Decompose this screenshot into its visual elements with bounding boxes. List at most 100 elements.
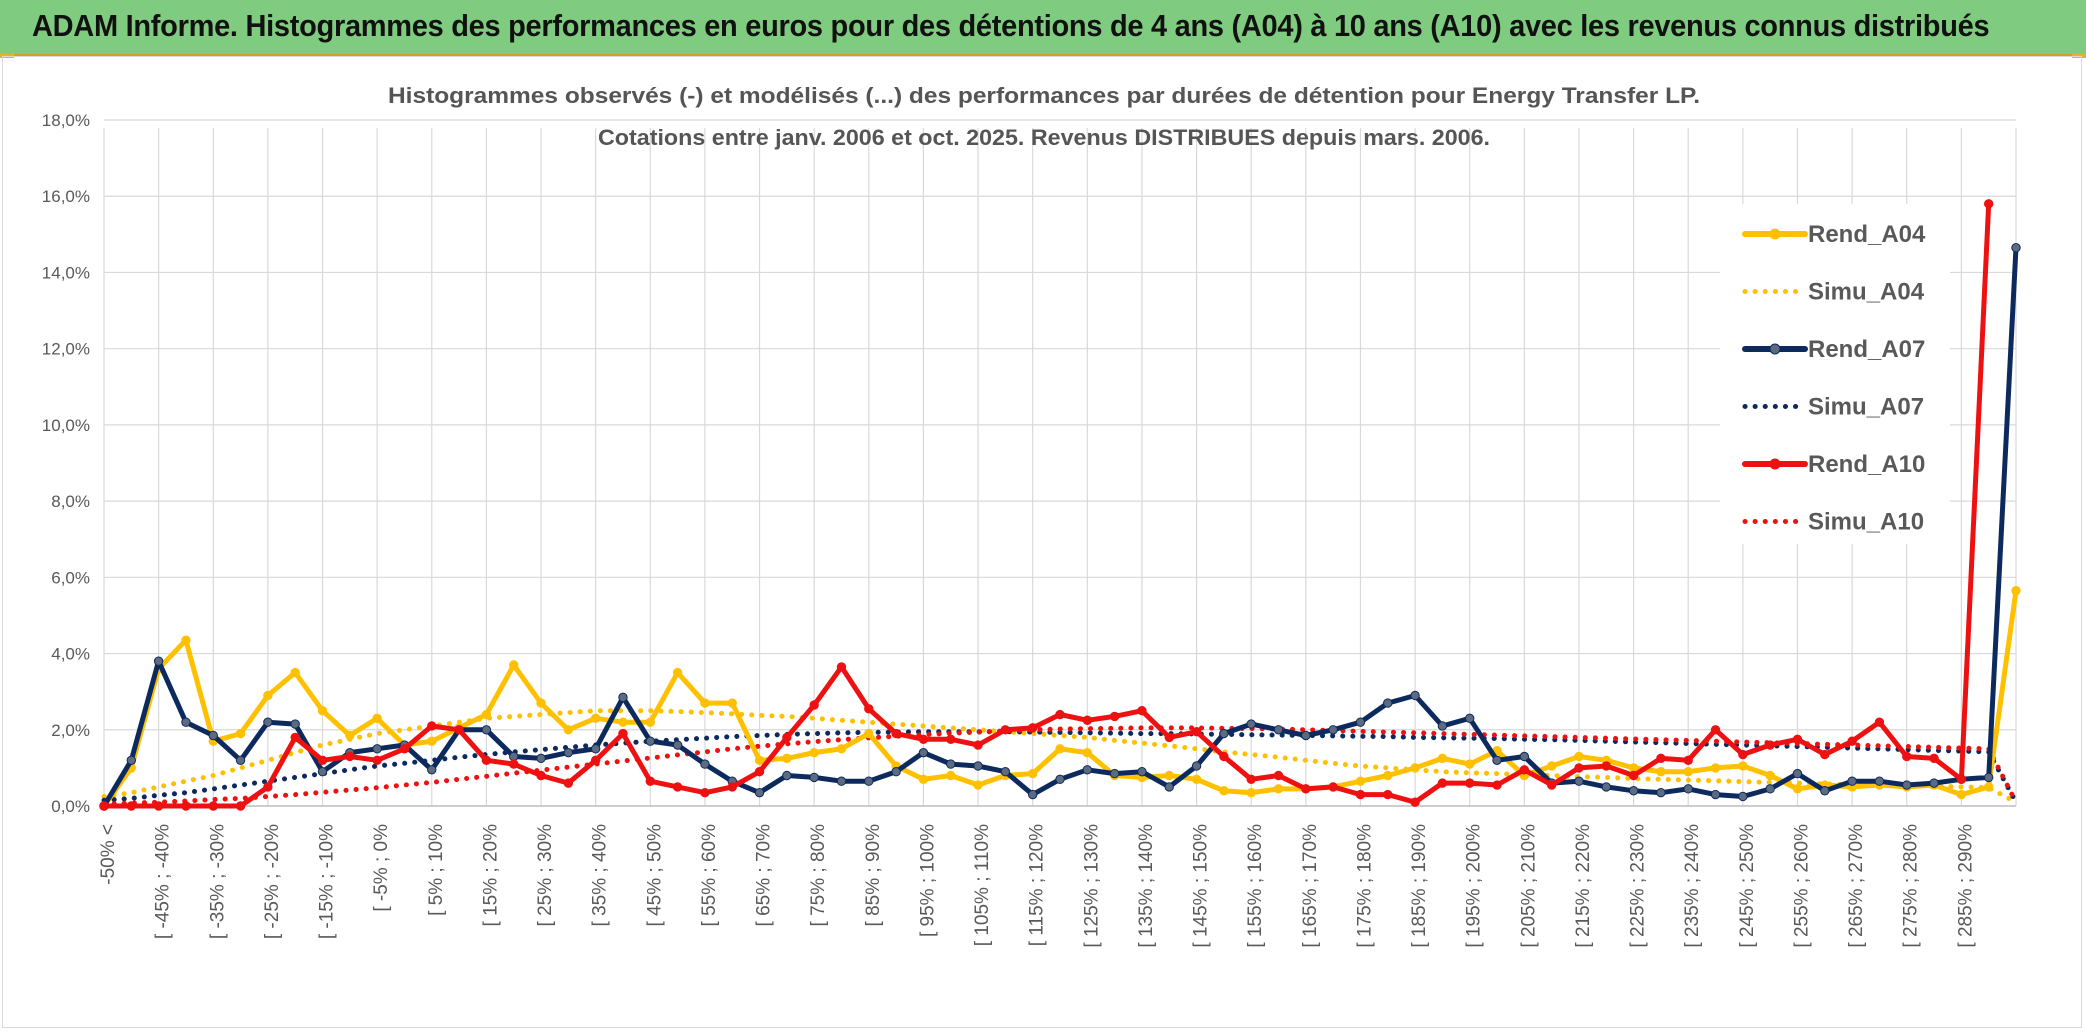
data-point-rend-a10 xyxy=(672,782,683,792)
x-axis-labels: -50% < [ -45% ; -40% [ -35% ; -30% [ -25% ;… xyxy=(98,824,1976,948)
data-point-rend-a07 xyxy=(618,692,628,703)
x-tick-label: [ 5% ; 10% xyxy=(426,824,447,916)
data-point-rend-a10 xyxy=(1492,780,1502,790)
x-tick-label: [ 175% ; 180% xyxy=(1354,824,1375,948)
chart-title: Histogrammes observés (-) et modélisés (… xyxy=(388,83,1700,108)
data-point-rend-a07 xyxy=(1410,690,1420,701)
data-point-rend-a04 xyxy=(864,728,874,739)
series-line-rend-a04 xyxy=(101,588,2019,809)
data-point-rend-a07 xyxy=(1765,784,1775,794)
data-point-rend-a07 xyxy=(1328,725,1338,735)
x-tick-label: [ 285% ; 290% xyxy=(1955,824,1976,948)
data-point-rend-a10 xyxy=(1765,740,1775,750)
data-point-rend-a10 xyxy=(1656,753,1666,764)
data-point-rend-a10 xyxy=(782,732,792,743)
data-point-rend-a10 xyxy=(1027,723,1038,733)
data-point-rend-a04 xyxy=(1765,770,1775,781)
data-point-rend-a04 xyxy=(235,728,246,739)
data-point-rend-a10 xyxy=(590,755,601,765)
series-line-rend-a10 xyxy=(101,201,1992,809)
data-point-rend-a10 xyxy=(317,755,328,765)
data-point-rend-a07 xyxy=(2011,242,2021,253)
data-point-rend-a10 xyxy=(481,755,492,765)
series-line-simu-a04 xyxy=(101,708,2019,805)
data-point-rend-a04 xyxy=(317,706,328,716)
data-point-rend-a07 xyxy=(864,776,874,786)
data-point-rend-a04 xyxy=(1410,763,1420,773)
data-point-rend-a10 xyxy=(727,782,737,792)
data-point-rend-a10 xyxy=(809,700,819,710)
data-point-rend-a07 xyxy=(1574,776,1584,786)
data-point-rend-a07 xyxy=(317,767,328,777)
data-point-rend-a04 xyxy=(536,698,546,708)
legend-marker-rend-a10 xyxy=(1769,458,1781,470)
data-point-rend-a07 xyxy=(1792,768,1803,779)
grid xyxy=(103,119,2017,807)
data-point-rend-a07 xyxy=(1902,780,1912,790)
data-point-rend-a10 xyxy=(836,662,847,672)
data-point-rend-a10 xyxy=(563,778,574,788)
data-point-rend-a07 xyxy=(700,759,710,769)
data-point-rend-a07 xyxy=(1683,784,1693,794)
data-point-rend-a04 xyxy=(509,660,519,670)
data-point-rend-a10 xyxy=(1902,751,1912,762)
data-point-rend-a07 xyxy=(1492,755,1502,765)
data-point-rend-a07 xyxy=(645,736,655,746)
data-point-rend-a07 xyxy=(836,776,847,786)
data-point-rend-a10 xyxy=(1847,736,1857,746)
data-point-rend-a10 xyxy=(700,787,710,798)
data-point-rend-a07 xyxy=(1628,786,1639,796)
data-point-rend-a10 xyxy=(1437,778,1448,788)
data-point-rend-a07 xyxy=(1519,751,1530,762)
data-point-rend-a04 xyxy=(1983,782,1994,792)
data-point-rend-a07 xyxy=(1820,786,1830,796)
data-point-rend-a10 xyxy=(891,728,901,739)
data-point-rend-a07 xyxy=(1710,789,1721,800)
legend-label-rend-a07: Rend_A07 xyxy=(1808,336,1925,363)
data-point-rend-a07 xyxy=(973,761,983,771)
data-point-rend-a04 xyxy=(1710,763,1721,773)
data-point-rend-a04 xyxy=(1437,753,1448,764)
data-point-rend-a07 xyxy=(1738,791,1748,802)
x-tick-label: [ 95% ; 100% xyxy=(917,824,938,937)
x-tick-label: [ 185% ; 190% xyxy=(1409,824,1430,948)
data-point-rend-a10 xyxy=(1710,725,1721,735)
data-point-rend-a10 xyxy=(1273,770,1284,781)
data-point-rend-a04 xyxy=(1574,751,1584,762)
data-point-rend-a10 xyxy=(1219,751,1229,762)
data-point-rend-a10 xyxy=(1683,755,1693,765)
x-tick-label: [ 265% ; 270% xyxy=(1846,824,1867,948)
data-point-rend-a07 xyxy=(1191,761,1202,771)
data-point-rend-a04 xyxy=(1383,770,1393,781)
legend-marker-rend-a04 xyxy=(1769,228,1781,240)
data-point-rend-a04 xyxy=(372,713,382,724)
x-tick-label: [ 115% ; 120% xyxy=(1027,824,1048,946)
data-point-rend-a10 xyxy=(290,732,300,743)
data-point-rend-a04 xyxy=(809,747,819,758)
x-tick-label: [ -45% ; -40% xyxy=(153,824,174,939)
x-tick-label: [ 135% ; 140% xyxy=(1136,824,1157,948)
data-point-rend-a04 xyxy=(2011,585,2021,596)
legend-label-rend-a04: Rend_A04 xyxy=(1808,221,1926,248)
data-point-rend-a10 xyxy=(618,728,628,739)
x-tick-label: [ 205% ; 210% xyxy=(1518,824,1539,948)
x-tick-label: [ -25% ; -20% xyxy=(262,824,283,939)
y-tick-label: 10,0% xyxy=(42,416,90,435)
y-tick-label: 2,0% xyxy=(51,721,90,740)
data-point-rend-a07 xyxy=(1874,776,1885,786)
data-point-rend-a07 xyxy=(1027,789,1038,800)
data-point-rend-a07 xyxy=(208,730,218,741)
data-point-rend-a04 xyxy=(1164,770,1174,781)
y-tick-label: 4,0% xyxy=(51,645,90,664)
x-tick-label: [ 255% ; 260% xyxy=(1791,824,1812,948)
data-point-rend-a07 xyxy=(1656,787,1666,798)
data-point-rend-a10 xyxy=(1301,784,1311,794)
data-point-rend-a04 xyxy=(263,690,273,701)
x-tick-label: [ 235% ; 240% xyxy=(1682,824,1703,948)
x-tick-label: [ 35% ; 40% xyxy=(590,824,611,927)
data-point-rend-a04 xyxy=(427,736,437,746)
data-point-rend-a04 xyxy=(918,774,929,785)
x-tick-label: [ 85% ; 90% xyxy=(863,824,884,927)
data-point-rend-a10 xyxy=(1738,749,1748,760)
data-point-rend-a07 xyxy=(918,747,929,758)
